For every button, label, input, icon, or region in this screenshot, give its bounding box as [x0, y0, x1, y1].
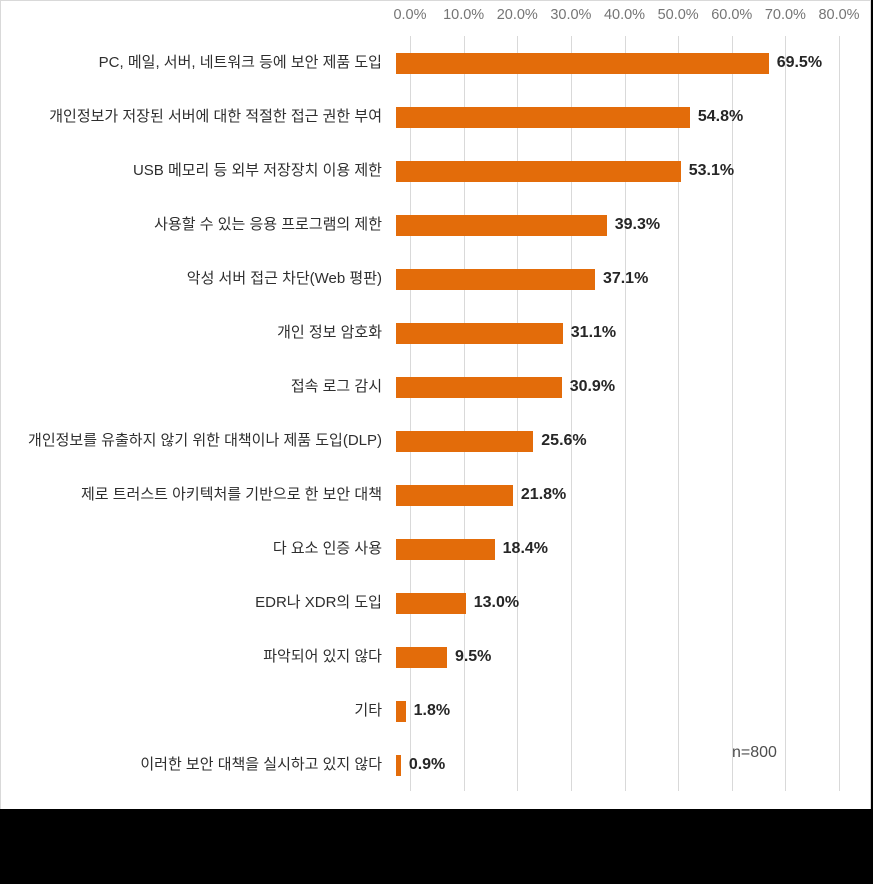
- letterbox-bar: [0, 810, 873, 884]
- value-label: 25.6%: [541, 432, 587, 449]
- chart-row: 다 요소 인증 사용 18.4%: [1, 522, 870, 576]
- bar-zone: 13.0%: [396, 576, 870, 630]
- chart-row: 사용할 수 있는 응용 프로그램의 제한 39.3%: [1, 198, 870, 252]
- plot-area: [410, 36, 840, 791]
- x-axis-tick-label: 20.0%: [496, 7, 538, 23]
- category-label: 개인 정보 암호화: [277, 324, 382, 341]
- value-label: 53.1%: [688, 162, 735, 179]
- gridline: [410, 36, 411, 791]
- value-label: 54.8%: [697, 108, 744, 125]
- sample-size-note: n=800: [732, 744, 777, 761]
- category-label: 사용할 수 있는 응용 프로그램의 제한: [154, 216, 382, 233]
- x-axis-tick-label: 50.0%: [657, 7, 699, 23]
- bar: [396, 700, 406, 722]
- chart-row: 개인정보가 저장된 서버에 대한 적절한 접근 권한 부여 54.8%: [1, 90, 870, 144]
- value-label: 31.1%: [570, 324, 617, 341]
- value-label: 69.5%: [776, 54, 823, 71]
- bar: [396, 52, 769, 74]
- bar-zone: 21.8%: [396, 468, 870, 522]
- chart-row: 이러한 보안 대책을 실시하고 있지 않다 0.9%: [1, 738, 870, 792]
- category-label: 개인정보를 유출하지 않기 위한 대책이나 제품 도입(DLP): [28, 432, 382, 449]
- category-label: 파악되어 있지 않다: [263, 648, 382, 665]
- value-label: 21.8%: [520, 486, 567, 503]
- bar-zone: 54.8%: [396, 90, 870, 144]
- chart-row: EDR나 XDR의 도입 13.0%: [1, 576, 870, 630]
- bar: [396, 592, 466, 614]
- bar: [396, 106, 690, 128]
- x-axis-tick-label: 10.0%: [443, 7, 485, 23]
- category-label: 접속 로그 감시: [290, 378, 382, 395]
- bar: [396, 268, 595, 290]
- bar-zone: 53.1%: [396, 144, 870, 198]
- category-label: 개인정보가 저장된 서버에 대한 적절한 접근 권한 부여: [49, 108, 382, 125]
- bar: [396, 322, 563, 344]
- category-label: PC, 메일, 서버, 네트워크 등에 보안 제품 도입: [98, 54, 382, 71]
- bar-zone: 37.1%: [396, 252, 870, 306]
- gridline: [570, 36, 572, 791]
- bar: [396, 160, 681, 182]
- bar: [396, 646, 447, 668]
- bar-zone: 9.5%: [396, 630, 870, 684]
- x-axis-tick-label: 30.0%: [550, 7, 592, 23]
- bar: [396, 754, 401, 776]
- category-label: EDR나 XDR의 도입: [255, 594, 382, 611]
- value-label: 30.9%: [569, 378, 616, 395]
- gridline: [731, 36, 733, 791]
- bar-zone: 25.6%: [396, 414, 870, 468]
- bar-zone: 69.5%: [396, 36, 870, 90]
- bar-chart: 0.0% 10.0% 20.0% 30.0% 40.0% 50.0% 60.0% 70.0% 8…: [0, 0, 871, 809]
- bar-zone: 0.9%: [396, 738, 870, 792]
- x-axis: 0.0% 10.0% 20.0% 30.0% 40.0% 50.0% 60.0% 70.0% 8…: [393, 7, 859, 29]
- chart-row: 개인정보를 유출하지 않기 위한 대책이나 제품 도입(DLP) 25.6%: [1, 414, 870, 468]
- bar-zone: 31.1%: [396, 306, 870, 360]
- bar-zone: 18.4%: [396, 522, 870, 576]
- value-label: 13.0%: [473, 594, 520, 611]
- chart-row: 기타 1.8%: [1, 684, 870, 738]
- category-label: 다 요소 인증 사용: [272, 540, 382, 557]
- bar: [396, 484, 513, 506]
- bar: [396, 430, 534, 452]
- chart-row: PC, 메일, 서버, 네트워크 등에 보안 제품 도입 69.5%: [1, 36, 870, 90]
- value-label: 18.4%: [502, 540, 549, 557]
- category-label: 악성 서버 접근 차단(Web 평판): [186, 270, 382, 287]
- value-label: 1.8%: [413, 702, 451, 719]
- chart-row: 파악되어 있지 않다 9.5%: [1, 630, 870, 684]
- value-label: 39.3%: [614, 216, 661, 233]
- category-label: 이러한 보안 대책을 실시하고 있지 않다: [140, 756, 382, 773]
- bar: [396, 538, 495, 560]
- gridline: [463, 36, 465, 791]
- x-axis-tick-label: 80.0%: [818, 7, 860, 23]
- category-label: 기타: [354, 702, 382, 719]
- bar-zone: 1.8%: [396, 684, 870, 738]
- chart-row: 접속 로그 감시 30.9%: [1, 360, 870, 414]
- x-axis-tick-label: 40.0%: [603, 7, 646, 23]
- gridline: [785, 36, 787, 791]
- x-axis-tick-label: 70.0%: [764, 7, 806, 23]
- bar-zone: 39.3%: [396, 198, 870, 252]
- gridline: [839, 36, 840, 791]
- x-axis-tick-label: 0.0%: [393, 7, 427, 23]
- bar: [396, 214, 607, 236]
- chart-row: 악성 서버 접근 차단(Web 평판) 37.1%: [1, 252, 870, 306]
- bar: [396, 376, 562, 398]
- chart-row: 제로 트러스트 아키텍처를 기반으로 한 보안 대책 21.8%: [1, 468, 870, 522]
- chart-row: USB 메모리 등 외부 저장장치 이용 제한 53.1%: [1, 144, 870, 198]
- value-label: 9.5%: [454, 648, 492, 665]
- chart-row: 개인 정보 암호화 31.1%: [1, 306, 870, 360]
- category-label: USB 메모리 등 외부 저장장치 이용 제한: [132, 162, 382, 179]
- gridline: [678, 36, 680, 791]
- category-label: 제로 트러스트 아키텍처를 기반으로 한 보안 대책: [80, 486, 382, 503]
- bar-zone: 30.9%: [396, 360, 870, 414]
- x-axis-tick-label: 60.0%: [711, 7, 753, 23]
- gridline: [624, 36, 626, 791]
- value-label: 37.1%: [602, 270, 649, 287]
- gridline: [517, 36, 519, 791]
- bar-rows: PC, 메일, 서버, 네트워크 등에 보안 제품 도입 69.5% 개인정보가 저…: [1, 36, 870, 792]
- value-label: 0.9%: [408, 756, 446, 773]
